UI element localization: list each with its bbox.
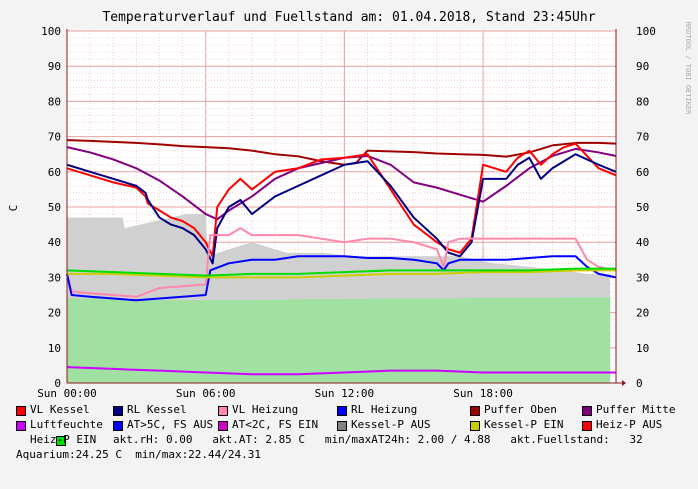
legend-label: Heiz-P EIN xyxy=(30,433,97,446)
legend-swatch xyxy=(16,406,26,416)
series-lines xyxy=(66,139,617,376)
axes: 0 0 10 10 20 20 30 30 40 40 50 50 60 60 70 70 80 80 90 90 10… xyxy=(37,25,656,400)
y-tick-label-left: 70 xyxy=(48,131,61,144)
y-tick-label-right: 40 xyxy=(636,236,649,249)
legend-label: Puffer Mitte xyxy=(596,403,676,416)
y-tick-label-left: 10 xyxy=(48,342,61,355)
x-tick-label: Sun 18:00 xyxy=(453,387,513,400)
y-tick-label-left: 0 xyxy=(54,377,61,390)
area-fills xyxy=(67,214,611,383)
y-tick-label-right: 20 xyxy=(636,307,649,320)
legend-swatch xyxy=(16,421,26,431)
y-tick-label-left: 20 xyxy=(48,307,61,320)
series-line-heiz-p-ein xyxy=(66,267,616,277)
series-line-kessel-p-ein xyxy=(67,269,616,279)
series-line-puffer-mitte xyxy=(66,146,617,221)
legend-swatch xyxy=(218,406,228,416)
legend-label: VL Heizung xyxy=(232,403,299,416)
series-line-vl-heizung xyxy=(66,227,617,298)
aquarium-readings: Aquarium:24.25 C min/max:22.44/24.31 xyxy=(16,448,262,461)
series-line-rl-kessel xyxy=(66,153,617,265)
y-tick-label-right: 60 xyxy=(636,166,649,179)
y-tick-label-left: 50 xyxy=(48,201,61,214)
y-tick-label-right: 90 xyxy=(636,60,649,73)
chart-window: { "colors": { "background": "#f3f3f3", "… xyxy=(0,10,698,462)
y-tick-label-left: 80 xyxy=(48,95,61,108)
y-tick-label-left: 100 xyxy=(41,25,61,38)
x-axis-arrow xyxy=(622,380,626,386)
legend-swatch xyxy=(337,421,347,431)
y-tick-label-left: 60 xyxy=(48,166,61,179)
y-tick-label-right: 30 xyxy=(636,271,649,284)
y-tick-label-left: 30 xyxy=(48,271,61,284)
legend-label: RL Kessel xyxy=(127,403,187,416)
legend-swatch xyxy=(113,421,123,431)
legend-label: RL Heizung xyxy=(351,403,418,416)
legend-row-3: Heiz-P EIN akt.rH: 0.00 akt.AT: 2.85 C m… xyxy=(0,433,698,447)
y-tick-label-right: 70 xyxy=(636,131,649,144)
y-tick-label-right: 10 xyxy=(636,342,649,355)
legend-swatch xyxy=(582,406,592,416)
legend-label: Heiz-P AUS xyxy=(596,418,663,431)
legend-label: Puffer Oben xyxy=(484,403,557,416)
y-tick-label-left: 40 xyxy=(48,236,61,249)
area-heiz-p-ein xyxy=(67,297,611,383)
series-line-vl-kessel xyxy=(66,142,617,258)
legend-swatch xyxy=(113,406,123,416)
y-tick-label-right: 80 xyxy=(636,95,649,108)
legend-item-heiz-p-ein: Heiz-P EIN xyxy=(16,433,96,447)
y-tick-label-left: 90 xyxy=(48,60,61,73)
series-line-rl-heizung xyxy=(66,255,617,302)
legend-label: VL Kessel xyxy=(30,403,90,416)
chart-canvas: Temperaturverlauf und Fuellstand am: 01.… xyxy=(7,10,692,400)
y-axis-label: C xyxy=(7,205,20,212)
x-tick-label: Sun 12:00 xyxy=(315,387,375,400)
legend-swatch xyxy=(582,421,592,431)
legend-label: AT>5C, FS AUS xyxy=(127,418,214,431)
status-readings: akt.rH: 0.00 akt.AT: 2.85 C min/maxAT24h… xyxy=(113,433,643,446)
y-tick-label-right: 100 xyxy=(636,25,656,38)
legend-swatch xyxy=(55,436,66,446)
x-tick-label: Sun 06:00 xyxy=(176,387,236,400)
legend-swatch xyxy=(218,421,228,431)
x-tick-label: Sun 00:00 xyxy=(37,387,97,400)
legend-swatch xyxy=(337,406,347,416)
legend-swatch xyxy=(470,406,480,416)
series-line-luftfeuchte xyxy=(66,366,616,376)
legend-label: Kessel-P AUS xyxy=(351,418,431,431)
legend-swatch xyxy=(470,421,480,431)
y-tick-label-right: 50 xyxy=(636,201,649,214)
y-tick-label-right: 0 xyxy=(636,377,643,390)
legend-label: Luftfeuchte xyxy=(30,418,103,431)
chart-title: Temperaturverlauf und Fuellstand am: 01.… xyxy=(102,10,595,25)
legend-label: Kessel-P EIN xyxy=(484,418,564,431)
legend-row-4: Aquarium:24.25 C min/max:22.44/24.31 xyxy=(0,448,698,462)
watermark: RRDTOOL / TOBI OETIKER xyxy=(684,22,692,116)
legend-label: AT<2C, FS EIN xyxy=(232,418,319,431)
